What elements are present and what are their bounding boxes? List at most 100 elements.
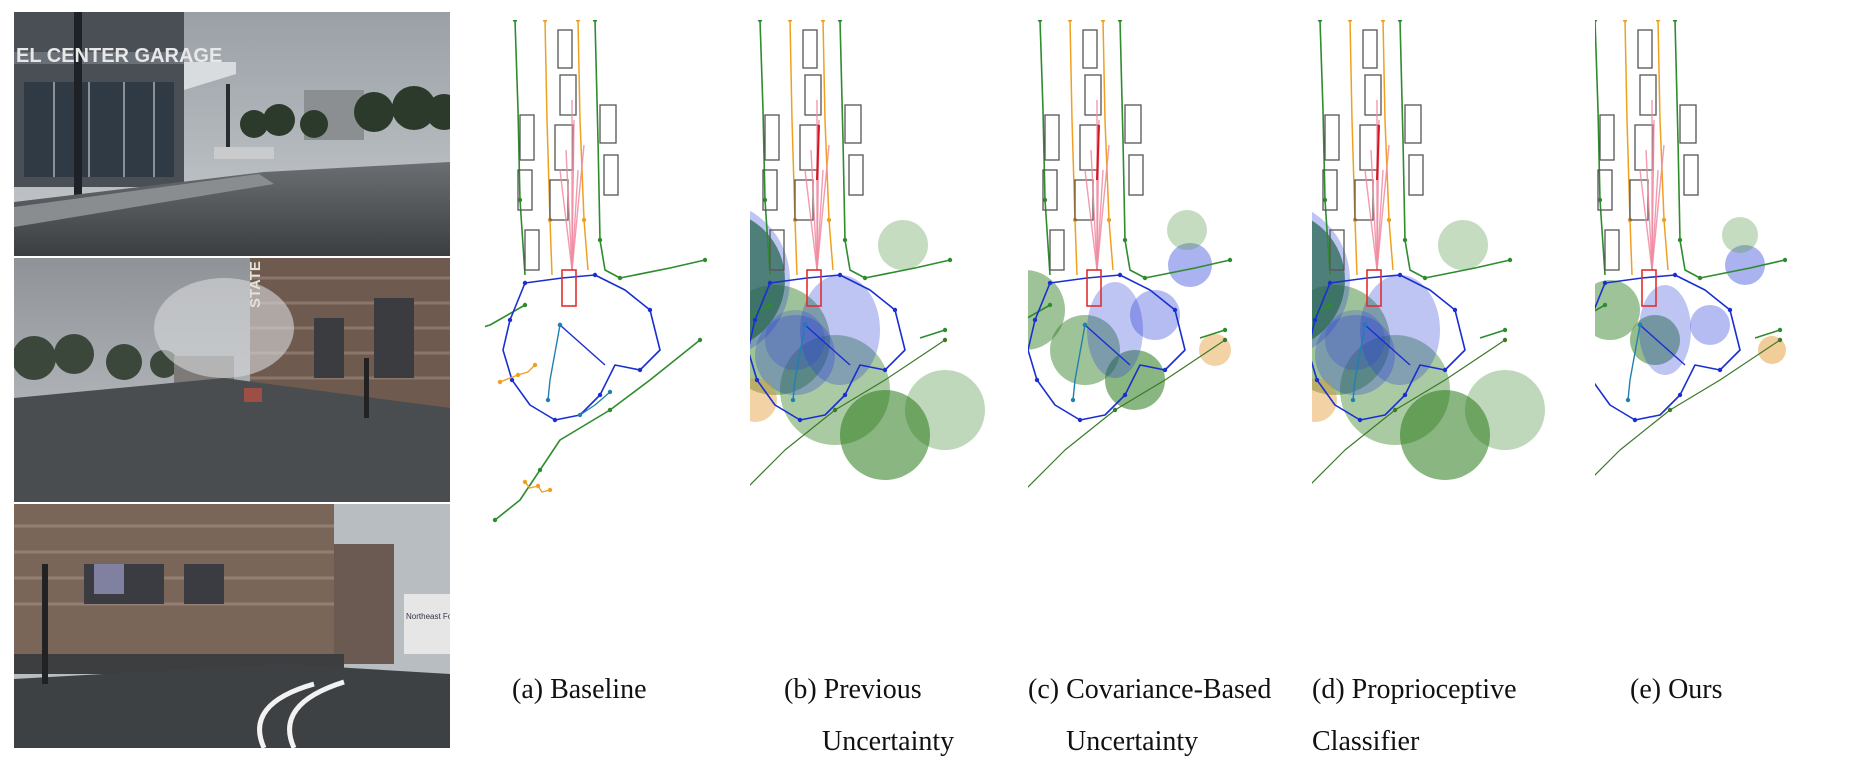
road-boundary-left-vertex — [1322, 197, 1328, 203]
road-boundary-left-vertex — [1595, 20, 1598, 23]
lane-divider-right-vertex — [1655, 20, 1661, 23]
road-boundary-right-vertex — [702, 257, 708, 263]
boundary-uncertainty-4 — [905, 370, 985, 450]
vehicle-box-2 — [554, 124, 574, 171]
ego-vehicle-box — [1086, 269, 1102, 307]
map-ours — [1595, 20, 1788, 476]
road-boundary-left — [1039, 20, 1051, 276]
boundary-uncertainty-1 — [1312, 285, 1390, 395]
road-boundary-right — [1399, 20, 1511, 279]
trajectory-prediction-2 — [1090, 149, 1098, 271]
ped-crossing-diagonal — [559, 324, 606, 366]
ped-crossing-outline-vertex — [1077, 417, 1083, 423]
trajectory-prediction-top — [816, 124, 820, 181]
boundary-uncertainty-8 — [1722, 217, 1758, 253]
ped-crossing-center-line-vertex — [1625, 397, 1631, 403]
crossing-uncertainty-center — [1639, 285, 1691, 375]
ped-crossing-outline — [1595, 274, 1741, 421]
caption-proprioceptive-line1: (d) Proprioceptive — [1312, 674, 1517, 705]
ped-crossing-outline-vertex — [892, 307, 898, 313]
road-boundary-stub-vertex — [1777, 327, 1783, 333]
crossing-uncertainty-center — [1087, 282, 1143, 378]
vehicle-box-2 — [799, 124, 819, 171]
road-boundary-west — [485, 304, 526, 328]
ped-crossing-outline-vertex — [1327, 280, 1333, 286]
lane-segment-west-vertex — [497, 379, 503, 385]
lane-divider-left-vertex — [1067, 20, 1073, 23]
trajectory-prediction-2 — [565, 149, 573, 271]
ped-crossing-center-line-vertex — [1637, 322, 1643, 328]
crossing-uncertainty-center — [1360, 275, 1440, 385]
ped-crossing-outline-vertex — [647, 307, 653, 313]
vehicle-box-6 — [1604, 229, 1620, 271]
road-boundary-southeast — [494, 339, 701, 521]
lane-divider-right — [1657, 20, 1669, 271]
ped-crossing-center-line-vertex — [557, 322, 563, 328]
road-boundary-right-vertex — [837, 20, 843, 23]
caption-covariance-based: (c) Covariance-Based Uncertainty — [1028, 664, 1271, 768]
trajectory-prediction-2 — [810, 149, 818, 271]
trajectory-prediction-3 — [1651, 144, 1665, 271]
caption-proprioceptive: (d) Proprioceptive Classifier — [1312, 664, 1517, 768]
crossing-uncertainty-5 — [1130, 290, 1180, 340]
boundary-uncertainty-3 — [1400, 390, 1490, 480]
road-boundary-right-vertex — [842, 237, 848, 243]
road-boundary-right-vertex — [592, 20, 598, 23]
road-boundary-right-vertex — [1397, 20, 1403, 23]
lane-uncertainty-7 — [1758, 336, 1786, 364]
caption-ours-line1: (e) Ours — [1630, 674, 1723, 705]
ped-crossing-outline-vertex — [842, 392, 848, 398]
road-boundary-left-vertex — [762, 197, 768, 203]
vehicle-box-7 — [1679, 104, 1697, 144]
vehicle-box-1 — [1639, 74, 1657, 116]
lane-divider-right-vertex — [1380, 20, 1386, 23]
road-boundary-southeast-vertex — [1777, 337, 1783, 343]
lane-segment-west-vertex — [532, 362, 538, 368]
trajectory-prediction-1 — [571, 119, 575, 271]
crossing-uncertainty-center — [800, 275, 880, 385]
lane-connector-vertex — [607, 389, 613, 395]
road-boundary-left-vertex — [1317, 20, 1323, 23]
crossing-uncertainty-5 — [1312, 211, 1350, 349]
vehicle-box-6 — [769, 229, 785, 271]
trajectory-prediction-4 — [804, 169, 818, 271]
road-boundary-right-vertex — [1422, 275, 1428, 281]
lane-segment-south-vertex — [547, 487, 553, 493]
road-boundary-stub-vertex — [942, 327, 948, 333]
road-boundary-right — [839, 20, 951, 279]
ped-crossing-outline-vertex — [1314, 377, 1320, 383]
caption-baseline-line1: (a) Baseline — [512, 674, 647, 705]
ped-crossing-outline-vertex — [1032, 317, 1038, 323]
ped-crossing-outline-vertex — [1397, 272, 1403, 278]
crossing-uncertainty-9 — [1325, 310, 1385, 370]
road-boundary-stub — [1199, 329, 1226, 339]
ped-crossing-diagonal — [1364, 324, 1411, 366]
boundary-uncertainty-2 — [1050, 315, 1120, 385]
lane-divider-right — [822, 20, 834, 271]
ped-crossing-outline-vertex — [767, 280, 773, 286]
ped-crossing-center-line — [1352, 324, 1366, 401]
road-boundary-stub — [919, 329, 946, 339]
road-boundary-southeast-vertex — [492, 517, 498, 523]
crossing-uncertainty-9 — [765, 310, 825, 370]
road-boundary-stub — [1479, 329, 1506, 339]
road-boundary-right-vertex — [1142, 275, 1148, 281]
ped-crossing-center-line — [1072, 324, 1086, 401]
ego-vehicle-box — [1366, 269, 1382, 307]
crossing-uncertainty-5 — [1690, 305, 1730, 345]
road-boundary-left — [1319, 20, 1331, 276]
trajectory-prediction-5 — [1376, 169, 1384, 271]
ego-vehicle-box — [561, 269, 577, 307]
boundary-uncertainty-11 — [878, 220, 928, 270]
ped-crossing-center-line — [1627, 324, 1641, 401]
lane-divider-left-vertex — [1347, 20, 1353, 23]
lane-divider-left-vertex — [1622, 20, 1628, 23]
vehicle-box-0 — [1362, 29, 1378, 69]
lane-divider-left — [1349, 20, 1358, 276]
road-boundary-left-vertex — [512, 20, 518, 23]
trajectory-prediction-2 — [1370, 149, 1378, 271]
ped-crossing-outline-vertex — [1677, 392, 1683, 398]
boundary-uncertainty-3 — [840, 390, 930, 480]
ped-crossing-diagonal — [1084, 324, 1131, 366]
map-panel-covariance-based — [1028, 20, 1298, 640]
